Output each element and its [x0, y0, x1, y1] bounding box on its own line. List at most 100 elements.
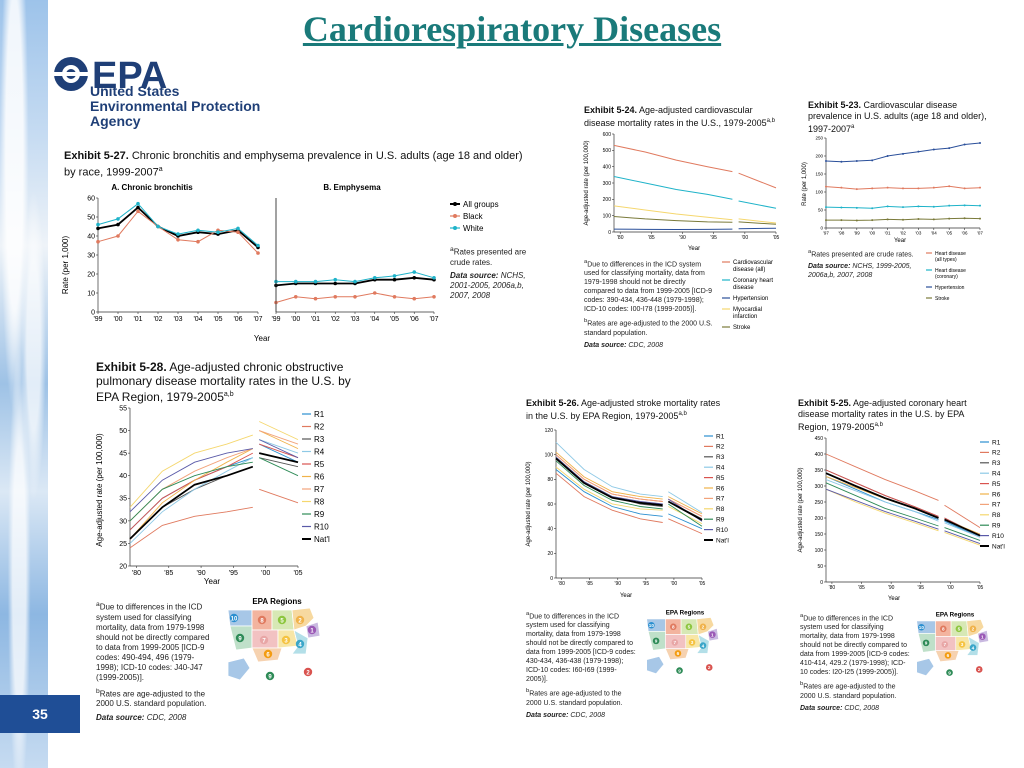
exhibit-527-panel-2-point-black	[432, 295, 436, 299]
agency-name: United States Environmental Protection A…	[90, 84, 260, 129]
exhibit-525-legend: R1 R2 R3 R4 R5 R6 R7 R8 R9 R10 Nat'l	[980, 439, 1005, 550]
exhibit-524-legend-label: infarction	[733, 314, 757, 320]
ex525-legend-label-r4: R4	[992, 470, 1001, 477]
ex528-series-r4	[129, 457, 254, 544]
exhibit-525-epa-map-region-badge-7	[941, 641, 949, 648]
ex528-legend-label-r3: R3	[314, 435, 325, 444]
exhibit-525-notes: aDue to differences in the ICD system us…	[800, 612, 910, 713]
exhibit-524-notes: aDue to differences in the ICD system us…	[584, 258, 718, 350]
exhibit-524-plot: 0 100 200 300 400 500 600 '80 '85 '90 '95 '00 '05	[603, 132, 780, 241]
ex525-series-nat-l	[944, 518, 981, 537]
exhibit-527-panel-1-point-white	[136, 201, 140, 206]
exhibit-528-epa-map-region-badge-label: 4	[298, 642, 302, 648]
exhibit-523-point-heart-disease-all-types	[963, 187, 966, 190]
exhibit-527-panel-2-point-white	[313, 279, 318, 284]
ex528-series-r1	[259, 443, 299, 463]
ex528-ytick-label: 45	[119, 451, 127, 458]
exhibit-524-ytick-label: 0	[608, 230, 611, 236]
exhibit-526-note-b: bRates are age-adjusted to the 2000 U.S.…	[526, 688, 623, 707]
ex528-legend-label-r6: R6	[314, 472, 325, 481]
ex526-xtick-label: '00	[671, 581, 678, 587]
exhibit-525-epa-map-hawaii-badge	[946, 669, 953, 676]
exhibit-523-point-hypertension	[902, 152, 904, 155]
exhibit-527-panel-2-point-white	[392, 274, 397, 278]
exhibit-528-epa-map-hawaii-badge-label: 9	[268, 674, 272, 680]
exhibit-526-epa-map-region-badge-label: 8	[672, 625, 675, 630]
exhibit-525-epa-map-region-badge-5	[955, 625, 963, 633]
exhibit-525-epa-map-title: EPA Regions	[936, 611, 975, 618]
exhibit-527-panel-1-xtick-label: '00	[113, 316, 122, 323]
exhibit-523-point-heart-disease-all-types	[825, 185, 827, 188]
legend-item-white: White	[450, 224, 484, 233]
exhibit-527-panel-2-point-black	[372, 291, 377, 295]
legend-label-black: Black	[463, 212, 484, 221]
ex528-legend-label-r8: R8	[314, 497, 325, 506]
exhibit-525-epa-map-hawaii-badge-label: 9	[948, 670, 951, 675]
ex525-ytick-label: 200	[815, 516, 824, 522]
exhibit-523-xtick-label: '00	[869, 231, 875, 236]
exhibit-527-panel-1-point-all-groups	[116, 222, 120, 227]
exhibit-527-xlabel: Year	[254, 334, 271, 343]
ex526-xtick-label: '95	[643, 581, 650, 587]
exhibit-527-panel-1-ytick-label: 60	[87, 195, 95, 202]
exhibit-527-panel-1-ytick-label: 10	[87, 290, 95, 297]
ex528-legend-label-r5: R5	[314, 460, 325, 469]
exhibit-527-panel-1-xtick-label: '06	[233, 316, 242, 323]
epa-logo: EPA	[54, 55, 167, 97]
ex526-legend-label-r7: R7	[716, 496, 725, 503]
exhibit-526-epa-map-region-badge-label: 6	[677, 651, 680, 656]
exhibit-525-epa-map-region-badge-label: 5	[958, 627, 961, 632]
exhibit-523-point-hypertension	[963, 143, 966, 146]
exhibit-527-panel-1-ytick-label: 50	[87, 214, 95, 221]
ex528-ytick-label: 25	[119, 541, 127, 548]
exhibit-525-xlabel: Year	[888, 596, 900, 602]
sky-background-strip	[0, 0, 48, 768]
exhibit-528-epa-map-region-badge-label: 3	[284, 638, 288, 644]
exhibit-523-point-stroke	[825, 219, 827, 222]
exhibit-527-panel-2-xtick-label: '00	[291, 316, 300, 323]
exhibit-527-panel-1-xtick-label: '99	[93, 316, 102, 323]
ex525-series-r2	[825, 453, 939, 501]
exhibit-527-panel-2-point-white	[293, 279, 298, 284]
exhibit-526-notes: aDue to differences in the ICD system us…	[526, 610, 638, 720]
exhibit-527-text: Chronic bronchitis and emphysema prevale…	[64, 150, 523, 179]
exhibit-528-plot: 20 25 30 35 40 45 50 55 '80 '85 '90 '95 '00 '05	[119, 405, 302, 577]
exhibit-524-legend-label: disease	[733, 285, 754, 291]
exhibit-526-epa-map-region-badge-4	[699, 642, 707, 649]
exhibit-524-legend-label: disease (all)	[733, 267, 765, 273]
ex525-series-r9	[944, 527, 981, 541]
ex525-legend-label-r2: R2	[992, 450, 1001, 457]
exhibit-523-xtick-label: '07	[977, 231, 983, 236]
exhibit-527-panel-2-xtick-label: '01	[311, 316, 320, 323]
exhibit-523-source: Data source: NCHS, 1999-2005, 2006a,b, 2…	[808, 263, 912, 280]
ex526-xtick-label: '90	[615, 581, 622, 587]
exhibit-525-epa-map-region-badge-label: 10	[919, 625, 925, 630]
exhibit-523-point-heart-disease-coronary	[871, 207, 874, 210]
exhibit-524-series-coronary-heart-disease	[613, 176, 733, 200]
exhibit-527-panel-1-point-all-groups	[136, 205, 140, 210]
exhibit-527-plot: 0 10 20 30 40 50 60 '99 '00 '01 '02 '03 '04 '05 '06 '07…	[87, 195, 438, 323]
exhibit-523-notes: aRates presented are crude rates. Data s…	[808, 248, 920, 280]
exhibit-527-panel-2-xtick-label: '04	[370, 316, 379, 323]
ex526-legend-label-r1: R1	[716, 433, 725, 440]
exhibit-523-legend: Heart disease(all types)Heart disease(co…	[926, 251, 966, 302]
exhibit-528-epa-map-region-badge-7	[259, 635, 269, 645]
exhibit-528-epa-map-pr-badge-label: 2	[306, 670, 310, 676]
exhibit-523-point-hypertension	[840, 160, 843, 163]
ex528-series-r3	[259, 457, 299, 468]
ex528-ytick-label: 55	[119, 405, 127, 412]
exhibit-523-xtick-label: '03	[915, 231, 921, 236]
exhibit-525-epa-map-region-badge-6	[944, 652, 952, 659]
exhibit-527-panel-1-ytick-label: 30	[87, 252, 95, 259]
exhibit-527-chart: Rate (per 1,000) A. Chronic bronchitis B…	[62, 183, 439, 343]
ex526-xtick-label: '05	[699, 581, 706, 587]
exhibit-523-point-heart-disease-all-types	[840, 186, 843, 189]
exhibit-526-source: Data source: CDC, 2008	[526, 711, 605, 719]
exhibit-523-point-heart-disease-coronary	[886, 205, 889, 208]
ex528-ytick-label: 20	[119, 563, 127, 570]
exhibit-523-point-stroke	[979, 217, 981, 220]
ex526-series-nat-l	[667, 500, 703, 521]
ex526-ytick-label: 40	[547, 526, 553, 532]
exhibit-524-legend-label: Coronary heart	[733, 278, 773, 284]
exhibit-527-panel-1-xtick-label: '05	[213, 316, 222, 323]
